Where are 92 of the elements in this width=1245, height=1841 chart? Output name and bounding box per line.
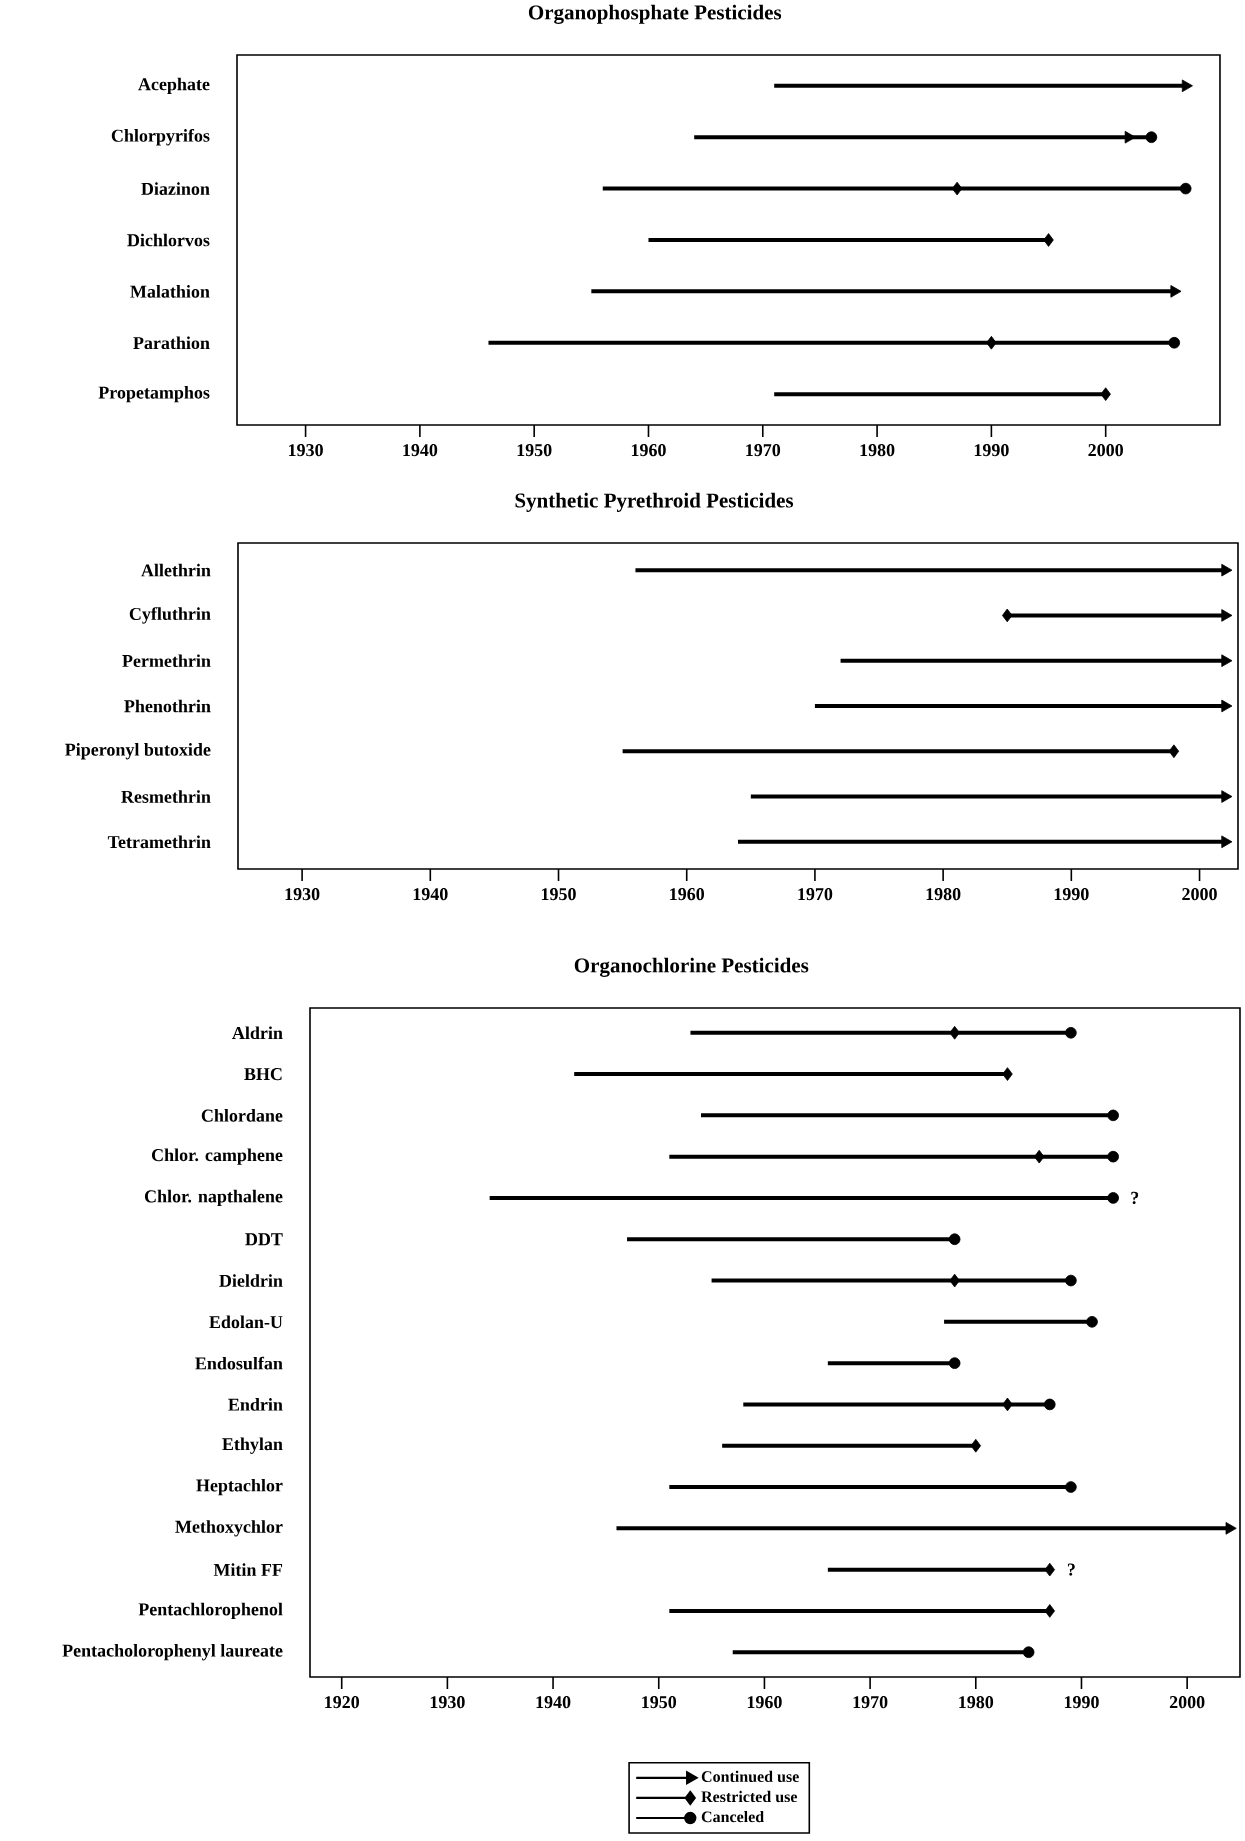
- point: [970, 1438, 981, 1453]
- x-tick-label: 2000: [1182, 888, 1217, 901]
- x-tick-label: 1950: [517, 444, 552, 457]
- y-tick-label: Mitin FF: [213, 1563, 283, 1576]
- x-tick-label: 1990: [1064, 1696, 1099, 1709]
- y-tick-label: Endosulfan: [195, 1356, 283, 1370]
- point: [1043, 1398, 1056, 1411]
- x-tick-label: 1960: [631, 444, 666, 457]
- x-tick-label: 1980: [926, 888, 961, 901]
- y-tick-label: Tetramethrin: [107, 835, 211, 849]
- point: [1181, 79, 1193, 93]
- point: [1043, 233, 1054, 247]
- x-tick-label: 1930: [289, 444, 323, 457]
- point: [1034, 1149, 1045, 1164]
- y-tick-label: BHC: [244, 1068, 282, 1081]
- point: [1100, 387, 1111, 401]
- point: [1044, 1604, 1055, 1618]
- x-tick-label: 1950: [541, 888, 576, 901]
- point: [951, 181, 963, 196]
- point: [1107, 1150, 1119, 1163]
- point: [1065, 1274, 1077, 1287]
- point: [948, 1357, 961, 1369]
- y-tick-label: Dichlorvos: [127, 233, 210, 247]
- point: [1022, 1646, 1035, 1659]
- y-tick-label: Acephate: [138, 77, 210, 94]
- annotation: ?: [1067, 1563, 1075, 1576]
- point: [1179, 182, 1192, 195]
- x-tick-label: 1980: [959, 1696, 994, 1709]
- legend-label: Restricted use: [701, 1790, 798, 1803]
- point: [1145, 131, 1158, 144]
- x-tick-label: 1970: [746, 444, 781, 457]
- point: [949, 1273, 960, 1288]
- chart-title: Synthetic Pyrethroid Pesticides: [515, 492, 794, 512]
- chart-title: Organophosphate Pesticides: [528, 4, 782, 24]
- y-tick-label: Piperonyl butoxide: [65, 743, 211, 760]
- chart-title: Organochlorine Pesticides: [574, 957, 809, 977]
- y-tick-label: Endrin: [228, 1398, 283, 1411]
- y-tick-label: DDT: [245, 1233, 283, 1246]
- point: [1168, 336, 1181, 349]
- y-tick-label: Chlordane: [201, 1109, 283, 1122]
- x-tick-label: 1920: [325, 1696, 360, 1709]
- y-tick-label: Permethrin: [122, 654, 211, 668]
- point: [986, 335, 997, 350]
- x-tick-label: 1940: [403, 444, 438, 457]
- x-tick-label: 1950: [642, 1696, 677, 1709]
- point: [1002, 1067, 1013, 1081]
- point: [1170, 285, 1182, 298]
- y-tick-label: Chlor. camphene: [151, 1148, 283, 1165]
- y-tick-label: Aldrin: [232, 1026, 283, 1040]
- y-tick-label: Dieldrin: [219, 1274, 283, 1287]
- x-tick-label: 1970: [853, 1696, 888, 1709]
- legend-label: Canceled: [701, 1810, 764, 1823]
- y-tick-label: Pentacholorophenyl laureate: [62, 1644, 283, 1661]
- point: [1107, 1192, 1119, 1204]
- x-tick-label: 1940: [413, 888, 448, 901]
- y-tick-label: Cyfluthrin: [129, 607, 211, 624]
- y-tick-label: Chlorpyrifos: [111, 128, 210, 146]
- point: [1065, 1481, 1077, 1493]
- x-tick-label: 1940: [536, 1696, 571, 1709]
- point: [949, 1025, 960, 1040]
- y-tick-label: Phenothrin: [124, 699, 211, 713]
- point: [1002, 1397, 1013, 1412]
- annotation: ?: [1131, 1191, 1139, 1205]
- x-tick-label: 1990: [974, 444, 1009, 457]
- y-tick-label: Edolan-U: [209, 1315, 283, 1329]
- x-tick-label: 1980: [860, 444, 895, 457]
- y-tick-label: Chlor. napthalene: [144, 1189, 283, 1207]
- y-tick-label: Allethrin: [141, 563, 211, 577]
- x-tick-label: 2000: [1169, 1696, 1205, 1709]
- y-tick-label: Resmethrin: [121, 790, 211, 803]
- legend-label: Continued use: [701, 1770, 799, 1783]
- x-tick-label: 1930: [285, 888, 320, 901]
- y-tick-label: Methoxychlor: [175, 1520, 283, 1537]
- y-tick-label: Heptachlor: [196, 1478, 283, 1496]
- x-tick-label: 1970: [798, 888, 833, 901]
- x-tick-label: 2000: [1088, 444, 1123, 457]
- x-tick-label: 1960: [747, 1696, 782, 1709]
- point: [948, 1233, 961, 1246]
- x-tick-label: 1930: [430, 1696, 465, 1709]
- point: [1086, 1316, 1098, 1328]
- y-tick-label: Propetamphos: [98, 386, 210, 403]
- y-tick-label: Pentachlorophenol: [138, 1602, 283, 1620]
- x-tick-label: 1990: [1054, 888, 1089, 901]
- y-tick-label: Ethylan: [222, 1437, 283, 1454]
- y-tick-label: Diazinon: [141, 182, 210, 195]
- point: [1044, 1562, 1055, 1577]
- y-tick-label: Parathion: [133, 336, 210, 350]
- x-tick-label: 1960: [670, 888, 705, 901]
- point: [1065, 1026, 1077, 1039]
- point: [1124, 130, 1136, 144]
- point: [1107, 1109, 1119, 1122]
- y-tick-label: Malathion: [130, 285, 210, 298]
